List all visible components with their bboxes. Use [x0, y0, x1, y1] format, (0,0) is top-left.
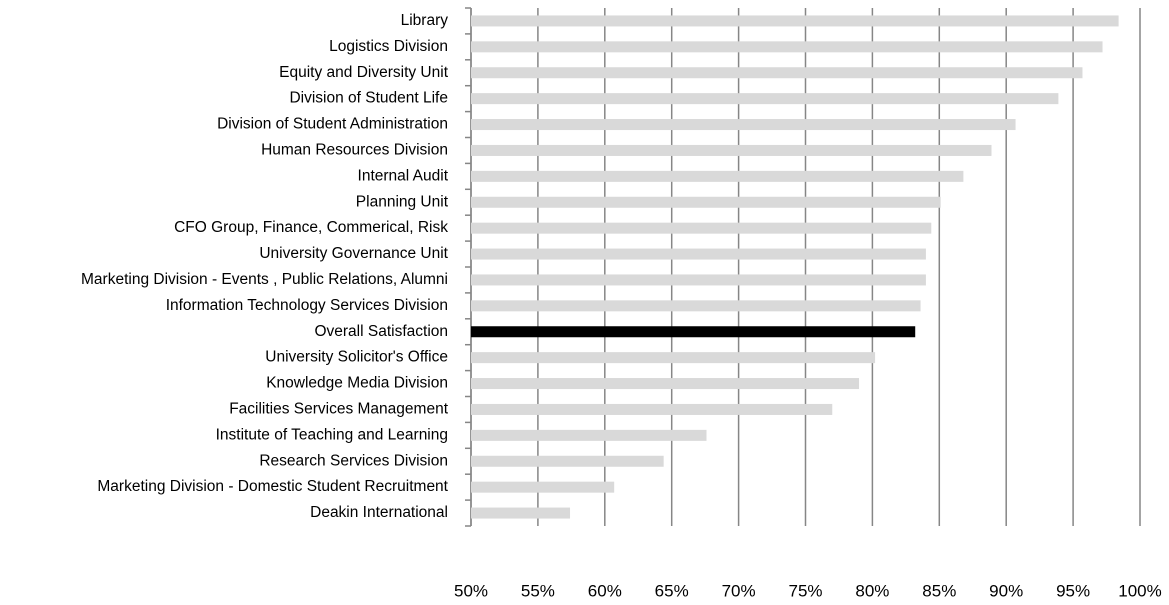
y-tick-label: Overall Satisfaction: [314, 323, 448, 340]
y-tick-label: Facilities Services Management: [229, 401, 449, 418]
bar: [471, 507, 571, 519]
bar: [471, 93, 1059, 105]
bar: [471, 300, 921, 312]
bar: [471, 481, 615, 493]
y-tick-label: University Solicitor's Office: [265, 349, 448, 366]
x-tick-label: 65%: [655, 581, 689, 600]
x-tick-label: 90%: [989, 581, 1023, 600]
bar: [471, 455, 664, 467]
bar: [471, 196, 941, 208]
bar: [471, 41, 1103, 53]
x-tick-label: 85%: [922, 581, 956, 600]
bar: [471, 429, 707, 441]
y-tick-label: Information Technology Services Division: [166, 297, 448, 314]
y-tick-label: Division of Student Life: [289, 90, 448, 107]
y-tick-label: Planning Unit: [356, 193, 449, 210]
bar: [471, 222, 932, 234]
bar: [471, 352, 876, 364]
y-tick-label: Marketing Division - Domestic Student Re…: [97, 478, 448, 495]
y-tick-label: Division of Student Administration: [217, 116, 448, 133]
y-tick-label: Knowledge Media Division: [266, 375, 448, 392]
y-tick-label: Library: [401, 12, 449, 29]
x-tick-label: 60%: [588, 581, 622, 600]
bar: [471, 378, 860, 390]
bar: [471, 15, 1119, 27]
y-tick-label: Equity and Diversity Unit: [279, 64, 449, 81]
x-tick-label: 80%: [855, 581, 889, 600]
y-tick-label: Human Resources Division: [261, 142, 448, 159]
x-tick-label: 95%: [1056, 581, 1090, 600]
bar: [471, 326, 916, 338]
y-tick-label: Marketing Division - Events , Public Rel…: [81, 271, 448, 288]
bar: [471, 248, 926, 260]
y-tick-label: Internal Audit: [358, 167, 449, 184]
y-tick-label: Institute of Teaching and Learning: [216, 426, 448, 443]
x-tick-label: 70%: [722, 581, 756, 600]
y-tick-label: Logistics Division: [329, 38, 448, 55]
bar: [471, 119, 1016, 131]
bar: [471, 170, 964, 182]
y-tick-label: University Governance Unit: [259, 245, 448, 262]
x-tick-label: 75%: [788, 581, 822, 600]
x-tick-label: 55%: [521, 581, 555, 600]
bar: [471, 403, 833, 415]
bar: [471, 67, 1083, 79]
bar: [471, 274, 926, 286]
y-tick-label: Deakin International: [310, 504, 448, 521]
x-tick-label: 50%: [454, 581, 488, 600]
x-tick-label: 100%: [1118, 581, 1161, 600]
y-tick-label: Research Services Division: [259, 452, 448, 469]
bar: [471, 144, 992, 156]
y-tick-label: CFO Group, Finance, Commerical, Risk: [174, 219, 448, 236]
